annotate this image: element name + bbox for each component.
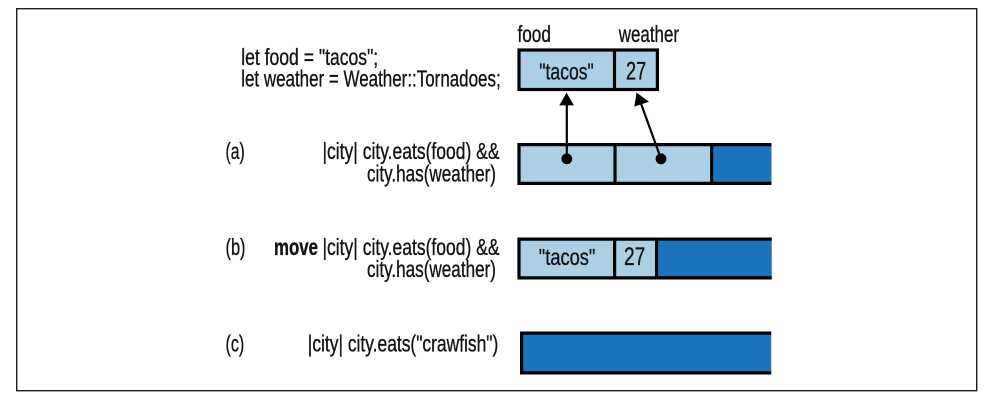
svg-text:let food = "tacos";: let food = "tacos"; bbox=[241, 44, 378, 70]
svg-text:food: food bbox=[518, 21, 551, 47]
svg-text:27: 27 bbox=[624, 243, 645, 271]
svg-text:27: 27 bbox=[626, 58, 646, 86]
svg-text:move: move bbox=[274, 234, 318, 260]
svg-text:"tacos": "tacos" bbox=[539, 244, 596, 270]
svg-text:"tacos": "tacos" bbox=[539, 59, 594, 85]
svg-text:city.has(weather): city.has(weather) bbox=[367, 256, 496, 282]
svg-text:weather: weather bbox=[618, 21, 679, 47]
svg-text:(c): (c) bbox=[226, 331, 245, 357]
svg-text:|city| city.eats(food) &&: |city| city.eats(food) && bbox=[323, 234, 500, 260]
svg-text:let weather = Weather::Tornado: let weather = Weather::Tornadoes; bbox=[241, 65, 501, 91]
svg-text:|city| city.eats(food) &&: |city| city.eats(food) && bbox=[323, 138, 500, 164]
svg-text:(a): (a) bbox=[226, 138, 245, 164]
svg-text:city.has(weather): city.has(weather) bbox=[367, 161, 496, 187]
svg-text:|city| city.eats("crawfish"): |city| city.eats("crawfish") bbox=[308, 331, 499, 357]
svg-text:(b): (b) bbox=[226, 234, 246, 260]
